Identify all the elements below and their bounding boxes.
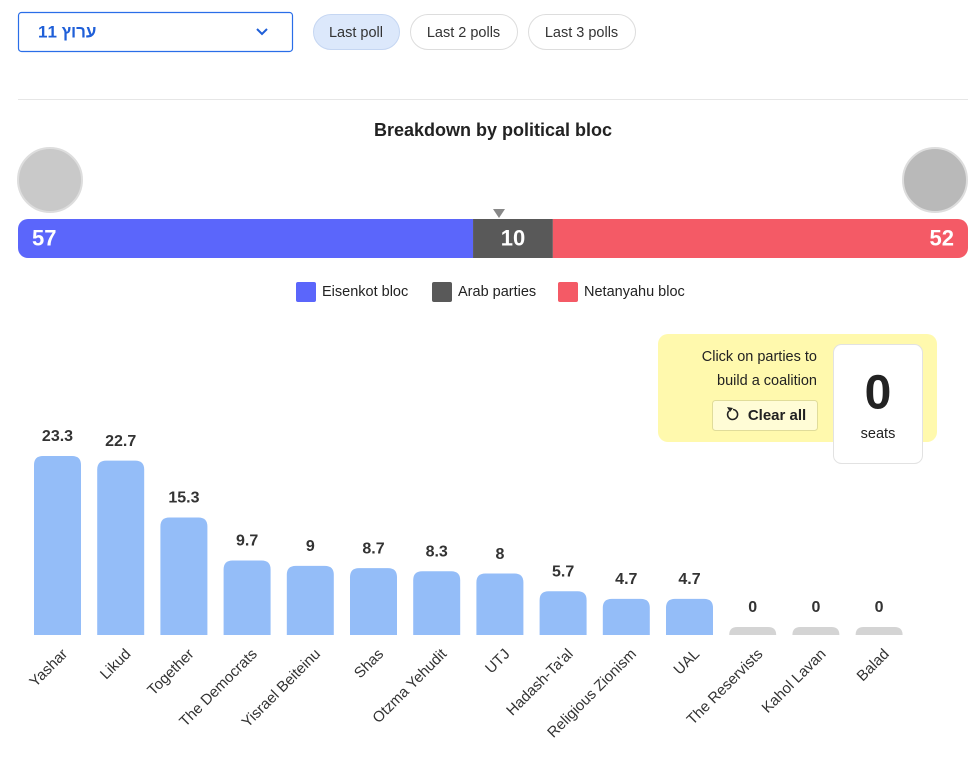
party-bar[interactable] [350, 568, 397, 635]
coalition-panel: Click on parties to build a coalition Cl… [658, 334, 937, 464]
seats-count: 0 [865, 367, 892, 420]
party-bar[interactable] [34, 456, 81, 635]
poll-button-label[interactable]: Last 2 polls [427, 25, 500, 41]
bloc-bar: 57 10 52 [18, 219, 968, 258]
party-value: 0 [748, 599, 757, 616]
party-bar[interactable] [160, 517, 208, 635]
poll-button-label[interactable]: Last 3 polls [545, 25, 618, 41]
party-label: Together [144, 646, 197, 699]
dropdown-box[interactable] [17, 11, 294, 53]
legend: Eisenkot bloc Arab parties Netanyahu bloc [296, 282, 685, 302]
poll-button[interactable] [313, 14, 400, 50]
party-label: UAL [670, 646, 703, 679]
party-label: Balad [854, 646, 893, 685]
party-bar[interactable] [855, 627, 903, 635]
party-bar[interactable] [539, 591, 587, 635]
party-bar[interactable] [602, 598, 650, 635]
party-label: Shas [351, 646, 387, 682]
legend-swatch [432, 282, 452, 302]
bloc-segment [473, 219, 553, 258]
party-value: 5.7 [552, 563, 574, 580]
clear-button[interactable] [712, 400, 818, 431]
party-bar[interactable] [666, 598, 713, 635]
seats-label: seats [861, 426, 896, 442]
legend-label: Netanyahu bloc [584, 284, 685, 300]
source-dropdown[interactable]: ערוץ 11 [17, 11, 294, 53]
party-label: Yashar [26, 646, 71, 691]
party-value: 4.7 [615, 571, 637, 588]
party-bar[interactable] [413, 571, 461, 635]
party-bar[interactable] [97, 460, 145, 635]
reset-icon [726, 408, 739, 421]
poll-button[interactable] [528, 14, 636, 50]
legend-swatch [558, 282, 578, 302]
party-value: 4.7 [678, 571, 700, 588]
bloc-value: 57 [32, 225, 56, 250]
avatar-right [902, 147, 968, 213]
bloc-title: Breakdown by political bloc [374, 120, 612, 140]
poll-buttons: Last poll Last 2 polls Last 3 polls [313, 14, 636, 50]
bloc-value: 10 [501, 225, 525, 250]
bloc-segment [552, 219, 968, 258]
poll-button[interactable] [410, 14, 518, 50]
avatar-left [17, 147, 83, 213]
coalition-hint: Click on parties to [702, 349, 817, 365]
coalition-hint: build a coalition [717, 373, 817, 389]
bloc-value: 52 [930, 225, 954, 250]
party-value: 8.7 [362, 540, 384, 557]
seats-box [833, 344, 923, 464]
chevron [256, 28, 268, 36]
legend-label: Eisenkot bloc [322, 284, 408, 300]
party-value: 8.3 [426, 543, 448, 560]
party-bar[interactable] [729, 627, 777, 635]
party-value: 0 [875, 599, 884, 616]
legend-label: Arab parties [458, 284, 536, 300]
party-value: 22.7 [105, 433, 136, 450]
bloc-segment [18, 219, 474, 258]
party-value: 9.7 [236, 533, 258, 550]
party-bar[interactable] [476, 573, 524, 635]
party-value: 15.3 [168, 490, 199, 507]
party-value: 8 [495, 546, 504, 563]
majority-marker [493, 209, 505, 218]
party-bar[interactable] [792, 627, 840, 635]
party-bar[interactable] [286, 565, 334, 635]
party-value: 0 [811, 599, 820, 616]
dropdown-label: ערוץ 11 [38, 22, 96, 41]
party-label: UTJ [482, 646, 513, 677]
clear-label[interactable]: Clear all [748, 407, 806, 424]
party-label: Kahol Lavan [759, 646, 830, 717]
legend-swatch [296, 282, 316, 302]
party-label: Likud [97, 646, 134, 683]
party-value: 23.3 [42, 428, 73, 445]
party-value: 9 [306, 538, 315, 555]
party-bar[interactable] [223, 560, 271, 635]
reset-icon [727, 407, 733, 412]
poll-button-label[interactable]: Last poll [329, 25, 383, 41]
